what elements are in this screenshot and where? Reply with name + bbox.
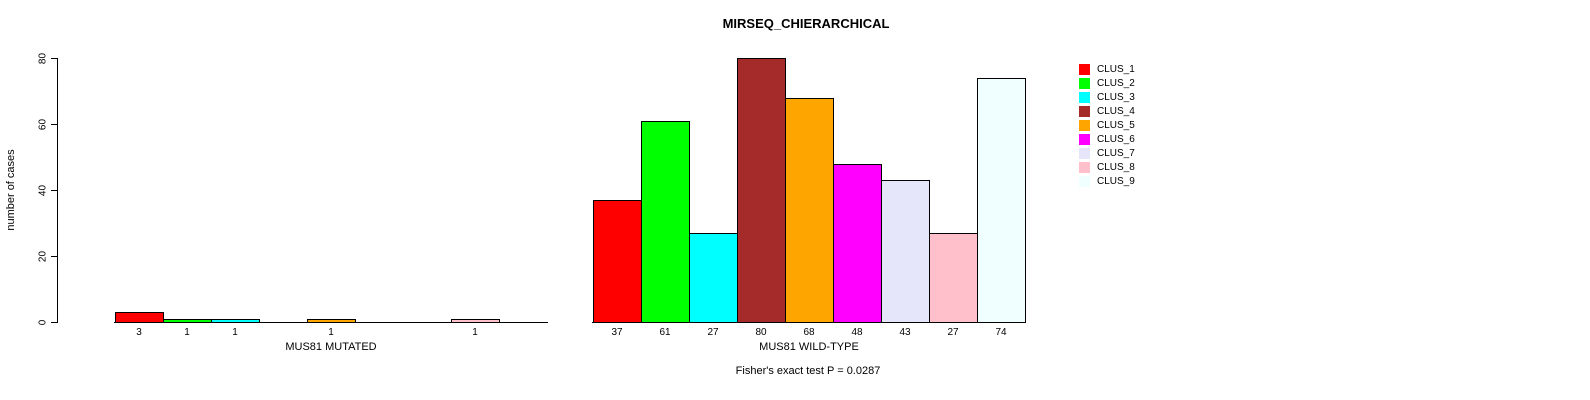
legend-color-swatch — [1079, 63, 1090, 75]
bar-value-label: 1 — [184, 327, 190, 338]
legend-color-swatch — [1079, 91, 1090, 103]
legend-item-label: CLUS_3 — [1097, 91, 1135, 103]
bar-clus_9-wildtype — [977, 78, 1026, 323]
bar-clus_7-wildtype — [881, 180, 930, 323]
bar-clus_3-wildtype — [689, 233, 738, 323]
y-tick — [51, 124, 57, 125]
legend-item-clus_8: CLUS_8 — [1079, 160, 1135, 174]
legend-color-swatch — [1079, 175, 1090, 187]
legend-color-swatch — [1079, 77, 1090, 89]
legend-color-swatch — [1079, 161, 1090, 173]
group-label-wildtype: MUS81 WILD-TYPE — [759, 341, 859, 353]
y-tick — [51, 58, 57, 59]
legend-item-clus_5: CLUS_5 — [1079, 118, 1135, 132]
legend-item-label: CLUS_1 — [1097, 63, 1135, 75]
legend-item-label: CLUS_4 — [1097, 105, 1135, 117]
bar-value-label: 27 — [707, 327, 719, 338]
bar-value-label: 80 — [755, 327, 767, 338]
legend-item-label: CLUS_2 — [1097, 77, 1135, 89]
y-tick-label: 20 — [37, 250, 49, 263]
legend-color-swatch — [1079, 119, 1090, 131]
x-axis-line-mutated — [114, 322, 548, 323]
y-axis-line — [57, 58, 58, 323]
bar-value-label: 61 — [659, 327, 671, 338]
legend-item-label: CLUS_8 — [1097, 161, 1135, 173]
legend-item-clus_6: CLUS_6 — [1079, 132, 1135, 146]
legend-color-swatch — [1079, 133, 1090, 145]
group-label-mutated: MUS81 MUTATED — [285, 341, 377, 353]
bar-clus_4-wildtype — [737, 58, 786, 323]
bar-value-label: 1 — [328, 327, 334, 338]
bar-value-label: 1 — [472, 327, 478, 338]
bar-value-label: 48 — [851, 327, 863, 338]
bar-value-label: 68 — [803, 327, 815, 338]
legend-color-swatch — [1079, 105, 1090, 117]
bar-value-label: 1 — [232, 327, 238, 338]
legend-item-label: CLUS_7 — [1097, 147, 1135, 159]
legend-item-clus_4: CLUS_4 — [1079, 104, 1135, 118]
legend-item-label: CLUS_6 — [1097, 133, 1135, 145]
chart-title: MIRSEQ_CHIERARCHICAL — [722, 16, 890, 31]
legend-item-clus_1: CLUS_1 — [1079, 62, 1135, 76]
bar-value-label: 43 — [899, 327, 911, 338]
bar-value-label: 74 — [995, 327, 1007, 338]
legend: CLUS_1 CLUS_2 CLUS_3 CLUS_4 CLUS_5 CLUS_6 CLUS… — [1079, 62, 1135, 188]
y-tick — [51, 190, 57, 191]
y-tick — [51, 322, 57, 323]
y-tick — [51, 256, 57, 257]
bar-value-label: 37 — [611, 327, 623, 338]
y-tick-label: 0 — [37, 319, 49, 326]
bar-value-label: 27 — [947, 327, 959, 338]
legend-item-clus_2: CLUS_2 — [1079, 76, 1135, 90]
y-tick-label: 60 — [37, 118, 49, 131]
bar-clus_5-wildtype — [785, 98, 834, 323]
legend-item-clus_3: CLUS_3 — [1079, 90, 1135, 104]
legend-item-clus_9: CLUS_9 — [1079, 174, 1135, 188]
legend-color-swatch — [1079, 147, 1090, 159]
bar-value-label: 3 — [136, 327, 142, 338]
bar-clus_1-wildtype — [593, 200, 642, 323]
legend-item-label: CLUS_9 — [1097, 175, 1135, 187]
y-tick-label: 80 — [37, 52, 49, 65]
legend-item-clus_7: CLUS_7 — [1079, 146, 1135, 160]
bar-clus_2-wildtype — [641, 121, 690, 323]
fisher-test-annotation: Fisher's exact test P = 0.0287 — [735, 365, 881, 377]
x-axis-line-wildtype — [592, 322, 1026, 323]
legend-item-label: CLUS_5 — [1097, 119, 1135, 131]
y-tick-label: 40 — [37, 184, 49, 197]
bar-clus_8-wildtype — [929, 233, 978, 323]
bar-clus_6-wildtype — [833, 164, 882, 323]
